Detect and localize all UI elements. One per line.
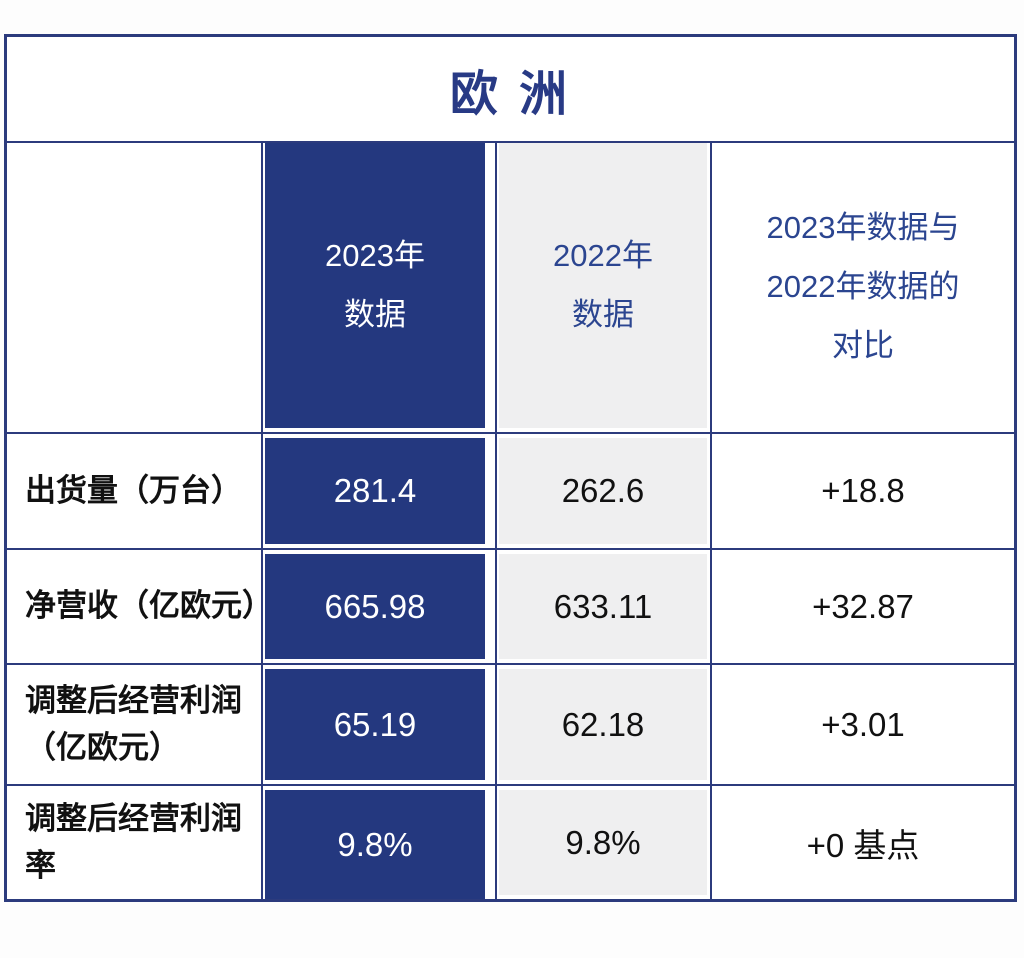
- row-label-cell: 出货量（万台）: [7, 434, 263, 550]
- row-label: 调整后经营利润 （亿欧元）: [25, 683, 242, 765]
- value-2022-slab: 262.6: [499, 438, 707, 544]
- table-title: 欧 洲: [449, 68, 572, 121]
- value-2022: 262.6: [561, 472, 645, 509]
- value-2022-cell: 262.6: [497, 434, 712, 550]
- value-2023-cell: 665.98: [263, 550, 497, 665]
- row-label-cell: 净营收（亿欧元）: [7, 550, 273, 665]
- header-2022-cell: 2022年 数据: [497, 143, 712, 434]
- header-2023-slab: 2023年 数据: [265, 143, 485, 428]
- value-2023: 665.98: [324, 587, 426, 625]
- header-diff-cell: 2023年数据与 2022年数据的 对比: [712, 143, 1014, 434]
- value-2023: 9.8%: [337, 825, 413, 863]
- table-grid: 2023年 数据 2022年 数据 2023年数据与 2022年数据的 对比 出…: [7, 143, 1014, 899]
- row-label: 净营收（亿欧元）: [25, 588, 273, 624]
- value-2022-slab: 9.8%: [499, 790, 707, 895]
- diff-cell: +0 基点: [712, 786, 1014, 899]
- value-2023-slab: 281.4: [265, 438, 485, 544]
- diff-cell: +3.01: [712, 665, 1014, 786]
- diff-value: +3.01: [821, 705, 905, 743]
- row-label-cell: 调整后经营利润率: [7, 786, 263, 899]
- value-2022-cell: 9.8%: [497, 786, 712, 899]
- diff-cell: +18.8: [712, 434, 1014, 550]
- header-diff-label: 2023年数据与 2022年数据的 对比: [766, 210, 960, 363]
- value-2022-slab: 62.18: [499, 669, 707, 780]
- value-2023: 281.4: [333, 472, 417, 509]
- value-2023: 65.19: [333, 705, 417, 743]
- header-2023-cell: 2023年 数据: [263, 143, 497, 434]
- row-label: 出货量（万台）: [25, 472, 242, 508]
- table-title-row: 欧 洲: [7, 37, 1014, 143]
- value-2022: 9.8%: [565, 823, 641, 861]
- value-2022: 633.11: [553, 587, 653, 625]
- header-2022-label: 2022年 数据: [553, 237, 653, 332]
- value-2023-slab: 65.19: [265, 669, 485, 780]
- value-2023-cell: 9.8%: [263, 786, 497, 899]
- row-label-cell: 调整后经营利润 （亿欧元）: [7, 665, 263, 786]
- value-2022: 62.18: [561, 705, 645, 743]
- value-2022-cell: 633.11: [497, 550, 712, 665]
- value-2023-cell: 281.4: [263, 434, 497, 550]
- value-2023-slab: 9.8%: [265, 790, 485, 899]
- header-2022-slab: 2022年 数据: [499, 143, 707, 428]
- diff-value: +18.8: [821, 472, 905, 509]
- header-blank-cell: [7, 143, 263, 434]
- value-2022-slab: 633.11: [499, 554, 707, 659]
- value-2023-slab: 665.98: [265, 554, 485, 659]
- diff-value: +0 基点: [806, 826, 920, 864]
- diff-cell: +32.87: [712, 550, 1014, 665]
- value-2023-cell: 65.19: [263, 665, 497, 786]
- row-label: 调整后经营利润率: [25, 801, 242, 883]
- value-2022-cell: 62.18: [497, 665, 712, 786]
- header-2023-label: 2023年 数据: [325, 237, 425, 332]
- europe-comparison-table: 欧 洲 2023年 数据 2022年 数据 2023年数据与 2022年数据的 …: [4, 34, 1017, 902]
- diff-value: +32.87: [812, 587, 914, 625]
